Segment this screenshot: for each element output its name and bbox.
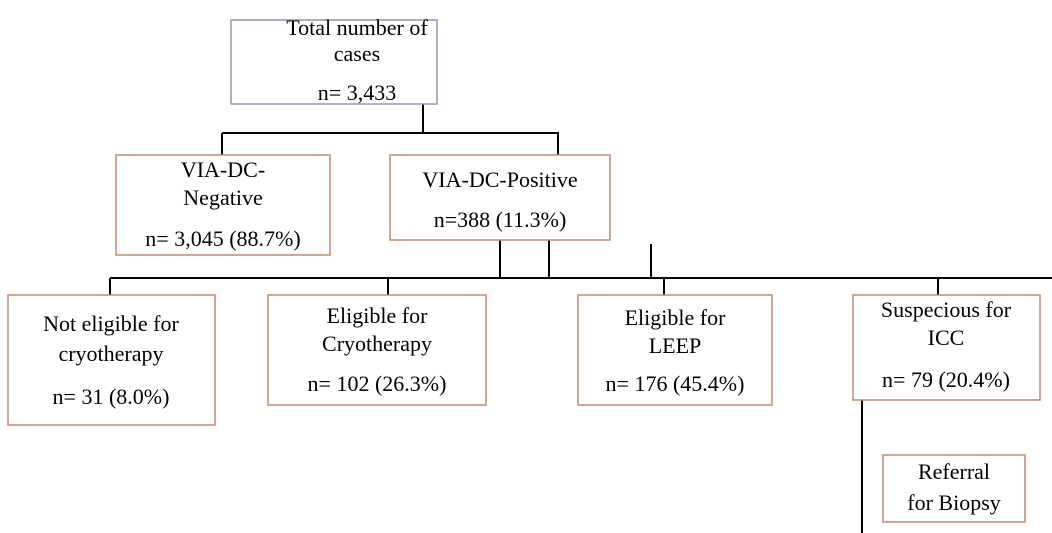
node-text: VIA-DC-Positive xyxy=(422,167,577,192)
node-box xyxy=(267,294,487,406)
node-box xyxy=(882,454,1026,523)
node-text: n= 79 (20.4%) xyxy=(882,367,1010,392)
node-box xyxy=(852,294,1041,401)
node-box xyxy=(230,19,438,105)
node-text: Suspecious for xyxy=(881,297,1012,322)
node-text: n=388 (11.3%) xyxy=(434,207,567,232)
node-text: cases xyxy=(334,41,380,66)
node-text: Not eligible for xyxy=(43,311,179,336)
node-box xyxy=(577,294,773,406)
node-box xyxy=(115,154,331,256)
node-text: for Biopsy xyxy=(907,490,1001,515)
node-text: Total number of xyxy=(286,15,428,40)
node-text: Negative xyxy=(183,185,262,210)
connectors xyxy=(109,104,1052,533)
node-box xyxy=(7,294,216,426)
node-text: n= 102 (26.3%) xyxy=(308,371,447,396)
node-box xyxy=(389,154,611,241)
node-text: n= 3,433 xyxy=(318,80,396,105)
node-text: n= 31 (8.0%) xyxy=(53,384,170,409)
node-text: Referral xyxy=(918,459,990,484)
node-text: ICC xyxy=(928,325,965,350)
node-text: VIA-DC- xyxy=(181,157,265,182)
node-text: cryotherapy xyxy=(58,341,163,366)
node-text: n= 176 (45.4%) xyxy=(606,371,745,396)
node-text: LEEP xyxy=(649,333,702,358)
node-text: n= 3,045 (88.7%) xyxy=(145,226,300,251)
node-text: Eligible for xyxy=(327,303,428,328)
node-text: Cryotherapy xyxy=(322,331,432,356)
node-text: Eligible for xyxy=(625,305,726,330)
